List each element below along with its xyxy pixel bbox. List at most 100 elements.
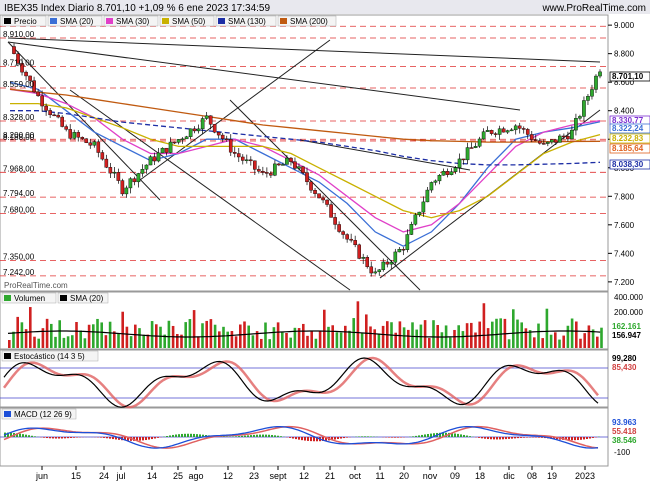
- trendline: [7, 41, 161, 201]
- right-badge-box: [609, 133, 650, 144]
- macd-hist-bar: [157, 437, 159, 438]
- volume-bar: [104, 335, 108, 348]
- candle-body: [216, 131, 221, 136]
- volume-bar: [596, 336, 599, 348]
- macd-hist-bar: [427, 433, 429, 437]
- volume-bar: [423, 320, 427, 348]
- macd-hist-bar: [370, 436, 372, 437]
- macd-hist-bar: [442, 432, 444, 437]
- macd-hist-bar: [154, 437, 156, 439]
- macd-hist-bar: [118, 437, 120, 440]
- volume-bar: [566, 325, 570, 348]
- macd-hist-bar: [484, 437, 486, 439]
- candle-body: [88, 142, 93, 146]
- candle-body: [309, 181, 313, 191]
- macd-hist-bar: [514, 437, 516, 439]
- candle-body: [477, 138, 482, 147]
- volume-bar: [579, 338, 582, 348]
- macd-hist-bar: [412, 436, 414, 437]
- candle-body: [184, 136, 189, 140]
- volume-bar: [255, 331, 259, 348]
- volume-bar: [537, 323, 540, 348]
- macd-hist-bar: [460, 434, 462, 437]
- volume-bar: [188, 319, 192, 348]
- macd-hist-bar: [592, 437, 594, 438]
- left-price-label: 8.328,00: [3, 113, 35, 122]
- macd-hist-bar: [235, 436, 237, 437]
- macd-hist-bar: [277, 435, 279, 437]
- volume-bar: [360, 332, 364, 348]
- trendline: [7, 37, 601, 63]
- candle-body: [401, 248, 406, 251]
- legend-entry: SMA (20): [60, 17, 94, 26]
- candle-body: [537, 140, 542, 144]
- macd-hist-bar: [268, 434, 270, 437]
- macd-hist-bar: [574, 437, 576, 441]
- volume-bar: [428, 338, 431, 348]
- macd-hist-bar: [16, 433, 18, 437]
- candle-body: [224, 138, 229, 141]
- candle-body: [529, 134, 534, 140]
- macd-hist-bar: [490, 437, 492, 440]
- macd-hist-bar: [49, 437, 51, 439]
- candle-body: [200, 118, 205, 130]
- macd-hist-bar: [232, 436, 234, 437]
- candle-body: [574, 118, 578, 131]
- legend-box: [1, 292, 57, 304]
- volume-bar: [470, 322, 473, 348]
- candle-body: [204, 115, 209, 119]
- macd-hist-bar: [145, 437, 147, 441]
- candle-body: [357, 244, 361, 259]
- macd-hist-bar: [553, 437, 555, 440]
- macd-hist-bar: [394, 437, 396, 438]
- volume-tick: 400.000: [614, 293, 643, 302]
- trendline: [139, 39, 331, 181]
- macd-hist-bar: [76, 437, 78, 438]
- volume-bar: [520, 322, 523, 348]
- macd-hist-bar: [58, 437, 60, 439]
- candle-body: [562, 135, 566, 138]
- legend-box: [103, 15, 159, 27]
- legend-entry: SMA (50): [172, 17, 206, 26]
- candle-body: [594, 75, 598, 90]
- volume-bar: [583, 333, 586, 348]
- volume-bar: [58, 320, 61, 348]
- volume-bar: [197, 336, 200, 348]
- legend-box: [1, 408, 77, 420]
- macd-hist-bar: [556, 437, 558, 440]
- candle-body: [236, 153, 241, 158]
- x-tick-label: jul: [115, 471, 125, 481]
- macd-hist-bar: [538, 437, 540, 438]
- right-badge-box: [609, 159, 650, 170]
- candle-body: [497, 128, 502, 135]
- macd-badge: 55.418: [612, 427, 637, 436]
- sma-lines: [9, 81, 601, 247]
- macd-hist-bar: [196, 434, 198, 437]
- macd-hist-bar: [46, 437, 48, 439]
- candle-body: [429, 182, 434, 191]
- macd-hist-bar: [193, 433, 195, 437]
- volume-bar: [125, 326, 129, 348]
- x-tick-label: 08: [527, 471, 537, 481]
- left-price-label: 7.968,00: [3, 164, 35, 173]
- volume-bar: [369, 326, 372, 348]
- legend-box: [1, 15, 47, 27]
- x-tick-label: 09: [450, 471, 460, 481]
- candle-body: [220, 134, 225, 140]
- macd-hist-bar: [457, 433, 459, 437]
- candle-body: [212, 124, 217, 133]
- volume-bar: [507, 339, 511, 348]
- macd-badge: 38.546: [612, 436, 637, 445]
- volume-bar: [348, 330, 351, 348]
- macd-hist-bar: [292, 437, 294, 439]
- macd-hist-bar: [256, 434, 258, 437]
- macd-hist-bar: [19, 433, 21, 437]
- volume-bar: [499, 318, 502, 348]
- macd-hist-bar: [364, 436, 366, 437]
- candle-body: [550, 139, 554, 143]
- volume-legend: Volumen SMA (20): [1, 292, 109, 304]
- volume-bar: [24, 329, 28, 348]
- volume-sma-line: [7, 330, 601, 338]
- volume-bar: [142, 334, 145, 348]
- macd-hist-bar: [271, 434, 273, 437]
